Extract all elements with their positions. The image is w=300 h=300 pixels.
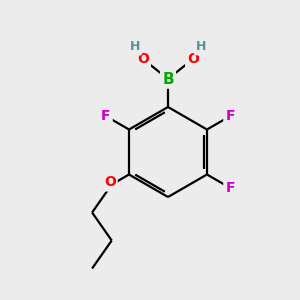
Text: B: B [162,71,174,86]
Text: F: F [225,181,235,194]
Text: O: O [137,52,149,66]
Text: H: H [196,40,206,53]
Text: F: F [101,110,111,124]
Text: O: O [104,176,116,190]
Text: H: H [130,40,140,53]
Text: O: O [187,52,199,66]
Text: F: F [225,110,235,124]
